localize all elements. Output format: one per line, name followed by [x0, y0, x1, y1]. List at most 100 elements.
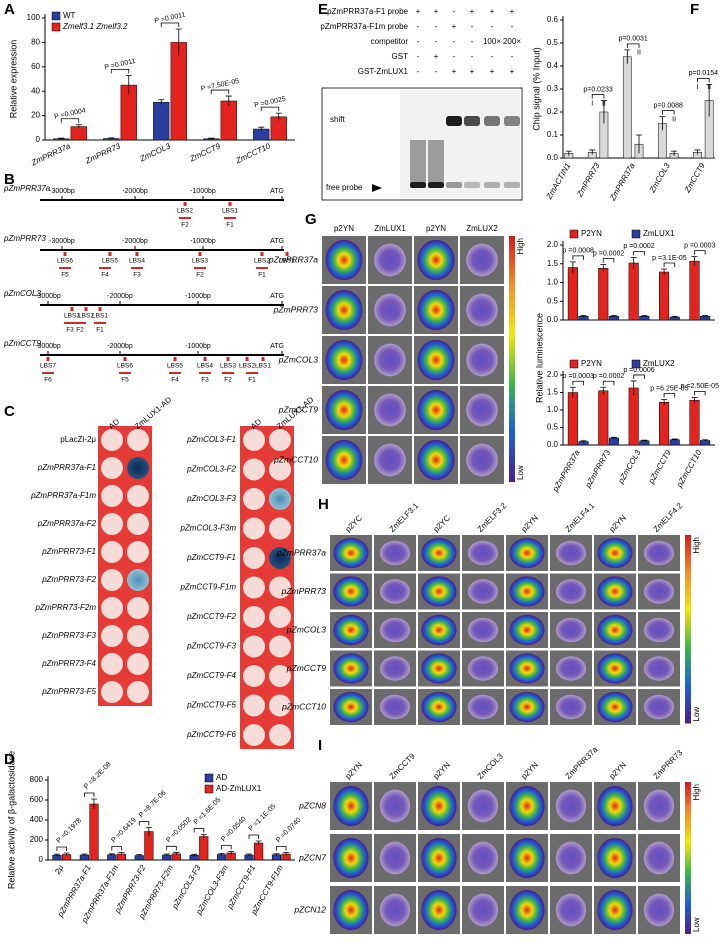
panel-letter: B	[4, 171, 15, 188]
x-tick-label: ZmPRR73	[83, 141, 122, 166]
cell: +	[490, 67, 495, 76]
legend-swatch	[631, 229, 641, 239]
bar	[144, 831, 154, 861]
yeast-spot	[269, 547, 291, 569]
bar	[628, 262, 639, 321]
row-label: pZmPRR37a-F1m probe	[320, 22, 408, 31]
site-label: LBS4	[129, 258, 145, 265]
scale-high: High	[692, 537, 701, 553]
row-label: pZmCCT9-F2	[186, 612, 236, 621]
column-header: p2YC	[432, 513, 453, 534]
sub-label: I	[626, 50, 628, 57]
x-tick-label: ZmCCT10	[234, 141, 273, 165]
legend-label: WT	[63, 11, 76, 20]
error-bar	[661, 268, 668, 275]
scale-label: -2000bp	[122, 238, 148, 245]
row-label: pZmCCT9	[278, 404, 318, 414]
site-label: LBS1	[222, 208, 238, 215]
scale-low: Low	[692, 707, 701, 722]
error-bar	[600, 264, 607, 272]
scale-high: High	[516, 238, 525, 254]
row-label: pZmPRR37a-F2	[37, 519, 97, 528]
yeast-spot	[269, 694, 291, 717]
p-value: P =1.1E-05	[248, 803, 278, 833]
error-bar	[691, 397, 698, 403]
error-bar	[702, 315, 709, 317]
significance-bracket	[193, 828, 205, 833]
row-label: pZmPRR37a	[268, 254, 318, 264]
x-tick-label: ZmCCT9	[682, 161, 707, 195]
fragment-label: F2	[76, 327, 84, 334]
fragment-label: F3	[201, 377, 209, 384]
scale-low: Low	[516, 465, 525, 480]
panel-letter: E	[318, 1, 328, 18]
significance-bracket	[697, 78, 710, 83]
column-header: ZmCOL3	[476, 751, 506, 781]
luminescence	[555, 694, 587, 720]
yeast-spot	[243, 547, 265, 569]
error-bar	[125, 74, 132, 95]
y-tick-label: 0.1	[547, 130, 559, 139]
p-value: P =0.0540	[220, 816, 248, 844]
luminescence	[643, 540, 675, 566]
yeast-spot	[127, 457, 149, 479]
luminescence	[597, 785, 633, 827]
row-label: pZCN12	[293, 904, 326, 914]
legend-swatch	[51, 22, 61, 32]
binding-site	[84, 307, 88, 311]
fragment-label: F1	[248, 377, 256, 384]
color-bar	[509, 236, 515, 482]
sub-label: II	[602, 100, 606, 107]
luminescence	[374, 443, 406, 477]
sub-label: I	[591, 100, 593, 107]
color-bar	[685, 535, 691, 724]
column-header: ZmELF3.1	[388, 501, 421, 534]
row-label: pZmPRR73	[273, 304, 319, 314]
yeast-spot	[101, 485, 123, 507]
x-tick-label: ZmPRR73	[575, 161, 602, 199]
error-bar	[580, 440, 587, 443]
error-bar	[75, 124, 82, 129]
row-label: pZmPRR37a-F1	[37, 463, 96, 472]
row-label: pLacZi-2μ	[60, 435, 96, 444]
significance-bracket	[160, 22, 180, 27]
row-label: pZmPRR37a-F1m	[30, 491, 96, 500]
legend-label: P2YN	[581, 229, 602, 238]
legend-label: ZmLUX2	[643, 359, 675, 368]
fragment-label: F6	[44, 377, 52, 384]
column-header: ZmLUX2	[466, 224, 498, 233]
luminescence	[417, 389, 455, 431]
error-bar	[63, 852, 70, 856]
yeast-spot	[269, 635, 291, 658]
row-label: pZmCOL3	[278, 354, 318, 364]
error-bar	[661, 399, 668, 406]
scale-label: ATG	[270, 293, 284, 300]
sub-label: I	[661, 116, 663, 123]
fragment-label: F5	[121, 377, 129, 384]
site-label: LBS2	[239, 363, 255, 370]
luminescence	[509, 576, 545, 607]
significance-bracket	[602, 380, 615, 386]
significance-bracket	[663, 262, 676, 267]
legend-label: Zmelf3.1 Zmelf3.2	[62, 22, 128, 31]
row-label: pZmCCT9-F1m	[179, 583, 236, 592]
luminescence	[597, 614, 633, 646]
x-tick-label: pZmPRR73	[583, 448, 612, 490]
luminescence	[379, 789, 411, 823]
panel-letter: H	[318, 496, 329, 513]
cell: 100×	[483, 37, 501, 46]
luminescence	[643, 789, 675, 823]
free-probe-band	[464, 182, 480, 188]
bar	[153, 101, 170, 141]
bar	[70, 126, 87, 141]
y-tick-label: 0.0	[547, 440, 559, 449]
luminescence	[643, 656, 675, 681]
error-bar	[283, 852, 290, 856]
p-value: p =0.0003	[684, 242, 715, 249]
significance-bracket	[591, 94, 605, 99]
yeast-spot	[101, 541, 123, 563]
cell: -	[453, 7, 456, 16]
site-label: LBS3	[192, 258, 208, 265]
luminescence	[379, 893, 411, 927]
